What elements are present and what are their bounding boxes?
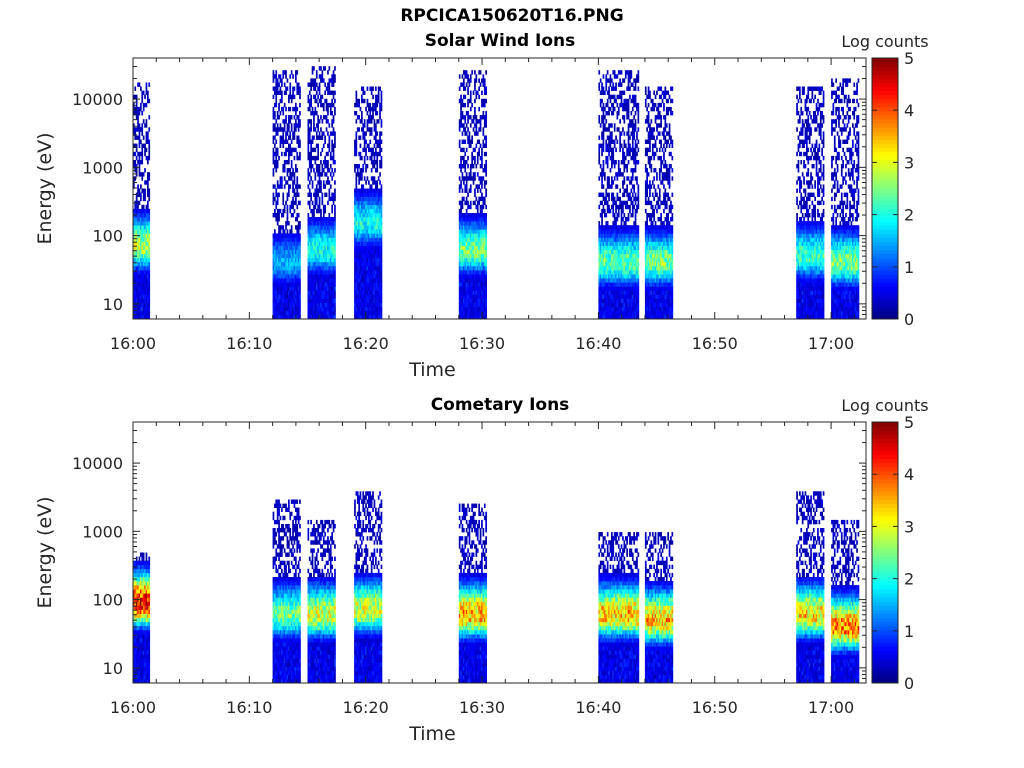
y-axis: 10 100 1000 10000: [72, 57, 866, 320]
colorbar-tick-label: 2: [904, 206, 914, 225]
figure-title: RPCICA150620T16.PNG: [400, 6, 624, 26]
x-tick-label: 16:10: [226, 334, 272, 353]
x-tick-label: 16:00: [110, 698, 156, 717]
y-tick-label: 10: [103, 659, 123, 678]
x-axis-label: Time: [408, 359, 456, 381]
colorbar-tick-label: 0: [904, 310, 914, 329]
x-tick-label: 17:00: [808, 698, 854, 717]
colorbar-tick-label: 3: [904, 517, 914, 536]
x-tick-label: 16:40: [575, 334, 621, 353]
plot-frame: [132, 57, 867, 320]
colorbar-tick-label: 5: [904, 49, 914, 68]
cometary-title: Cometary Ions: [430, 395, 570, 415]
plot-frame: [132, 421, 867, 684]
y-axis-label: Energy (eV): [34, 132, 56, 244]
y-tick-label: 1000: [82, 522, 123, 541]
burst-2: [272, 499, 301, 684]
burst-9: [831, 519, 860, 684]
burst-6: [598, 532, 640, 684]
burst-5: [458, 503, 487, 684]
x-tick-label: 17:00: [808, 334, 854, 353]
y-tick-label: 10: [103, 295, 123, 314]
y-tick-label: 100: [92, 227, 123, 246]
x-axis: 16:00 16:10 16:20 16:30 16:40 16:50 17:00: [110, 58, 855, 353]
spectrogram-cells: [133, 66, 860, 320]
burst-1: [133, 552, 151, 684]
x-tick-label: 16:40: [575, 698, 621, 717]
spectrogram-cells: [133, 491, 860, 684]
colorbar-tick-label: 4: [904, 465, 914, 484]
y-axis: 10 100 1000 10000: [72, 421, 866, 684]
colorbar-tick-label: 4: [904, 101, 914, 120]
x-axis-label: Time: [408, 723, 456, 745]
colorbar-label: Log counts: [841, 32, 928, 51]
x-tick-label: 16:10: [226, 698, 272, 717]
x-tick-label: 16:20: [343, 334, 389, 353]
colorbar-tick-label: 0: [904, 674, 914, 693]
y-tick-label: 10000: [72, 90, 123, 109]
burst-1: [133, 82, 151, 320]
y-tick-label: 100: [92, 591, 123, 610]
x-tick-label: 16:30: [459, 334, 505, 353]
burst-9: [831, 78, 860, 320]
y-axis-label: Energy (eV): [34, 496, 56, 608]
burst-5: [458, 70, 487, 320]
colorbar-tick-label: 1: [904, 622, 914, 641]
x-tick-label: 16:50: [692, 698, 738, 717]
burst-2: [272, 70, 301, 320]
burst-7: [644, 532, 674, 684]
solar-wind-title: Solar Wind Ions: [424, 31, 576, 51]
colorbar-tick-label: 2: [904, 570, 914, 589]
burst-8: [796, 491, 825, 684]
burst-4: [354, 86, 383, 320]
burst-4: [354, 491, 383, 684]
colorbar-tick-label: 3: [904, 153, 914, 172]
x-tick-label: 16:30: [459, 698, 505, 717]
y-tick-label: 1000: [82, 158, 123, 177]
colorbar-tick-label: 5: [904, 413, 914, 432]
x-tick-label: 16:00: [110, 334, 156, 353]
burst-6: [598, 70, 640, 320]
y-tick-label: 10000: [72, 454, 123, 473]
burst-3: [307, 66, 336, 320]
x-tick-label: 16:50: [692, 334, 738, 353]
colorbar-label: Log counts: [841, 396, 928, 415]
burst-8: [796, 86, 825, 320]
x-axis: 16:00 16:10 16:20 16:30 16:40 16:50 17:00: [110, 422, 855, 717]
x-tick-label: 16:20: [343, 698, 389, 717]
burst-7: [644, 86, 674, 320]
colorbar-tick-label: 1: [904, 258, 914, 277]
burst-3: [307, 519, 336, 684]
